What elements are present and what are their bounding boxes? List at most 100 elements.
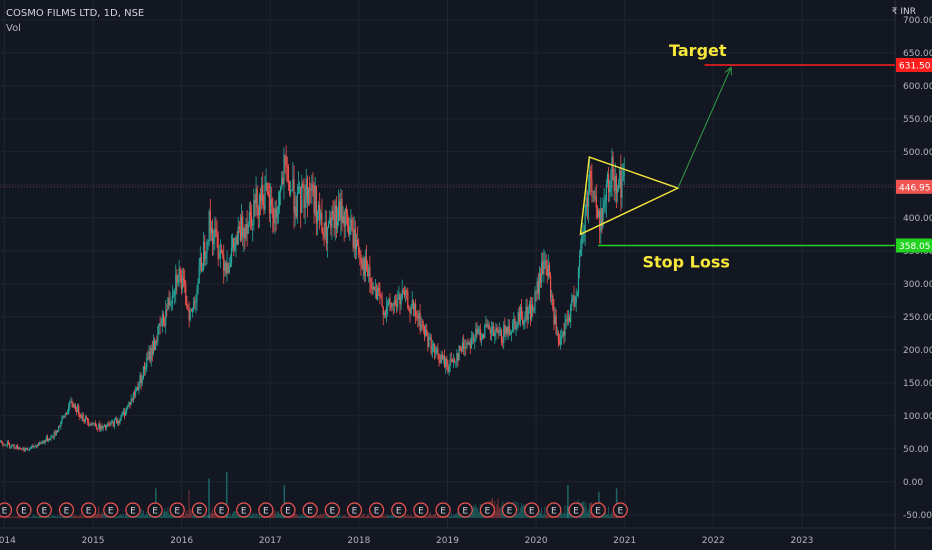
candle-body bbox=[187, 308, 189, 310]
earnings-mark-label: E bbox=[617, 507, 623, 517]
earnings-mark-icon bbox=[346, 502, 363, 518]
candle-body bbox=[570, 305, 572, 323]
candle-body bbox=[309, 188, 311, 189]
volume-bar bbox=[25, 516, 27, 519]
volume-bar bbox=[17, 515, 19, 519]
candle-body bbox=[572, 295, 574, 300]
candle-body bbox=[39, 442, 41, 446]
candle-body bbox=[327, 223, 330, 229]
candle-body bbox=[55, 430, 57, 435]
volume-bar bbox=[2, 516, 4, 519]
earnings-mark-icon bbox=[612, 502, 628, 518]
candle-body bbox=[66, 412, 69, 414]
volume-bar bbox=[162, 511, 164, 519]
earnings-mark-label: E bbox=[174, 507, 180, 517]
volume-bar bbox=[230, 516, 232, 519]
candle-body bbox=[404, 290, 407, 295]
volume-bar bbox=[11, 517, 13, 519]
candle-body bbox=[372, 286, 374, 289]
candle-body bbox=[427, 335, 429, 347]
candle-body bbox=[622, 176, 624, 181]
volume-bar bbox=[207, 515, 209, 519]
candle-body bbox=[358, 245, 360, 255]
volume-bar bbox=[546, 514, 548, 519]
volume-bar bbox=[374, 516, 376, 519]
candle-body bbox=[488, 324, 490, 330]
candle-body bbox=[127, 404, 129, 407]
volume-bar bbox=[470, 514, 472, 519]
volume-bar bbox=[459, 515, 461, 519]
candle-body bbox=[132, 393, 134, 400]
volume-bar bbox=[363, 514, 365, 519]
candle-body bbox=[211, 228, 214, 244]
earnings-mark-label: E bbox=[152, 507, 158, 517]
candle-body bbox=[157, 326, 159, 342]
candle-body bbox=[233, 238, 235, 250]
candle-body bbox=[406, 290, 408, 292]
candle-body bbox=[431, 347, 433, 354]
candle-body bbox=[75, 410, 78, 413]
candle-body bbox=[185, 284, 187, 305]
candle-body bbox=[324, 222, 326, 237]
candle-body bbox=[303, 186, 305, 208]
candle-body bbox=[166, 310, 168, 311]
candle-body bbox=[198, 266, 200, 283]
candle-body bbox=[421, 324, 423, 326]
volume-bar bbox=[24, 517, 26, 519]
candle-body bbox=[336, 221, 339, 229]
candle-body bbox=[330, 217, 332, 228]
candle-body bbox=[243, 228, 245, 238]
y-tick-label: 300.00 bbox=[903, 280, 932, 290]
volume-bar bbox=[425, 516, 427, 519]
volume-bar bbox=[388, 515, 390, 519]
candle-body bbox=[620, 170, 622, 198]
volume-bar bbox=[344, 515, 346, 519]
earnings-mark-icon bbox=[0, 502, 13, 518]
volume-bar bbox=[349, 515, 351, 519]
candle-body bbox=[425, 329, 427, 336]
candle-body bbox=[13, 444, 15, 448]
candle-body bbox=[352, 230, 354, 248]
candle-body bbox=[98, 423, 100, 429]
volume-bar bbox=[452, 514, 454, 519]
volume-bar bbox=[189, 508, 191, 519]
volume-bar bbox=[370, 516, 372, 519]
candle-body bbox=[71, 401, 73, 405]
candle-body bbox=[306, 178, 308, 204]
volume-bar bbox=[458, 512, 460, 519]
volume-bar bbox=[475, 504, 477, 519]
volume-bar bbox=[1, 517, 3, 519]
candle-body bbox=[603, 203, 605, 208]
candle-body bbox=[238, 226, 240, 229]
volume-bar bbox=[380, 515, 382, 519]
earnings-mark-icon bbox=[479, 502, 495, 518]
candle-body bbox=[170, 302, 172, 304]
candle-body bbox=[184, 280, 186, 285]
candle-body bbox=[90, 424, 92, 426]
volume-bar bbox=[563, 512, 565, 519]
volume-spike bbox=[615, 488, 618, 519]
currency-label[interactable]: ₹ INR bbox=[891, 7, 916, 17]
candle-body bbox=[446, 358, 448, 367]
volume-bar bbox=[81, 516, 83, 519]
candle-body bbox=[467, 343, 469, 345]
earnings-mark-icon bbox=[413, 502, 429, 518]
candle-body bbox=[255, 188, 257, 204]
candle-body bbox=[497, 330, 499, 334]
volume-bar bbox=[277, 511, 279, 519]
volume-bar bbox=[140, 509, 142, 519]
volume-spike bbox=[208, 478, 210, 519]
candle-body bbox=[613, 179, 615, 191]
candle-body bbox=[62, 416, 64, 418]
candle-body bbox=[544, 260, 546, 262]
candle-body bbox=[258, 194, 261, 216]
candle-body bbox=[432, 343, 435, 348]
candle-body bbox=[526, 306, 528, 320]
candle-body bbox=[599, 211, 601, 232]
candle-body bbox=[93, 423, 95, 425]
volume-bar bbox=[413, 515, 415, 519]
earnings-mark-label: E bbox=[263, 507, 269, 517]
volume-bar bbox=[294, 513, 296, 519]
candle-body bbox=[147, 357, 149, 359]
